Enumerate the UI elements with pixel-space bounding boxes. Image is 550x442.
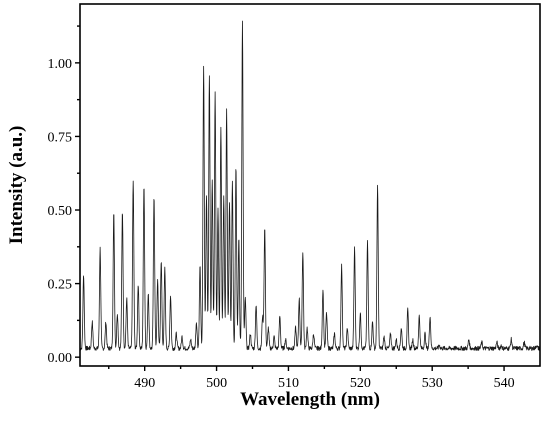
x-tick-label: 520: [350, 376, 371, 391]
spectrum-series-line: [79, 20, 541, 351]
x-tick-label: 510: [278, 376, 299, 391]
y-tick-label: 0.00: [48, 351, 73, 366]
y-tick-label: 1.00: [48, 57, 73, 72]
plot-frame: [79, 3, 541, 367]
y-axis-ticks: 0.00 0.25 0.50 0.75 1.00: [48, 25, 80, 366]
y-tick-label: 0.50: [48, 204, 73, 219]
y-axis-title: Intensity (a.u.): [6, 126, 27, 245]
y-tick-label: 0.25: [48, 278, 73, 293]
plot-area: [79, 20, 541, 351]
x-tick-label: 530: [422, 376, 443, 391]
x-tick-label: 490: [134, 376, 155, 391]
x-axis-ticks: 490 500 510 520 530 540: [108, 366, 515, 391]
x-tick-label: 500: [206, 376, 227, 391]
x-axis-title: Wavelength (nm): [240, 389, 380, 410]
x-tick-label: 540: [494, 376, 515, 391]
y-tick-label: 0.75: [48, 130, 73, 145]
